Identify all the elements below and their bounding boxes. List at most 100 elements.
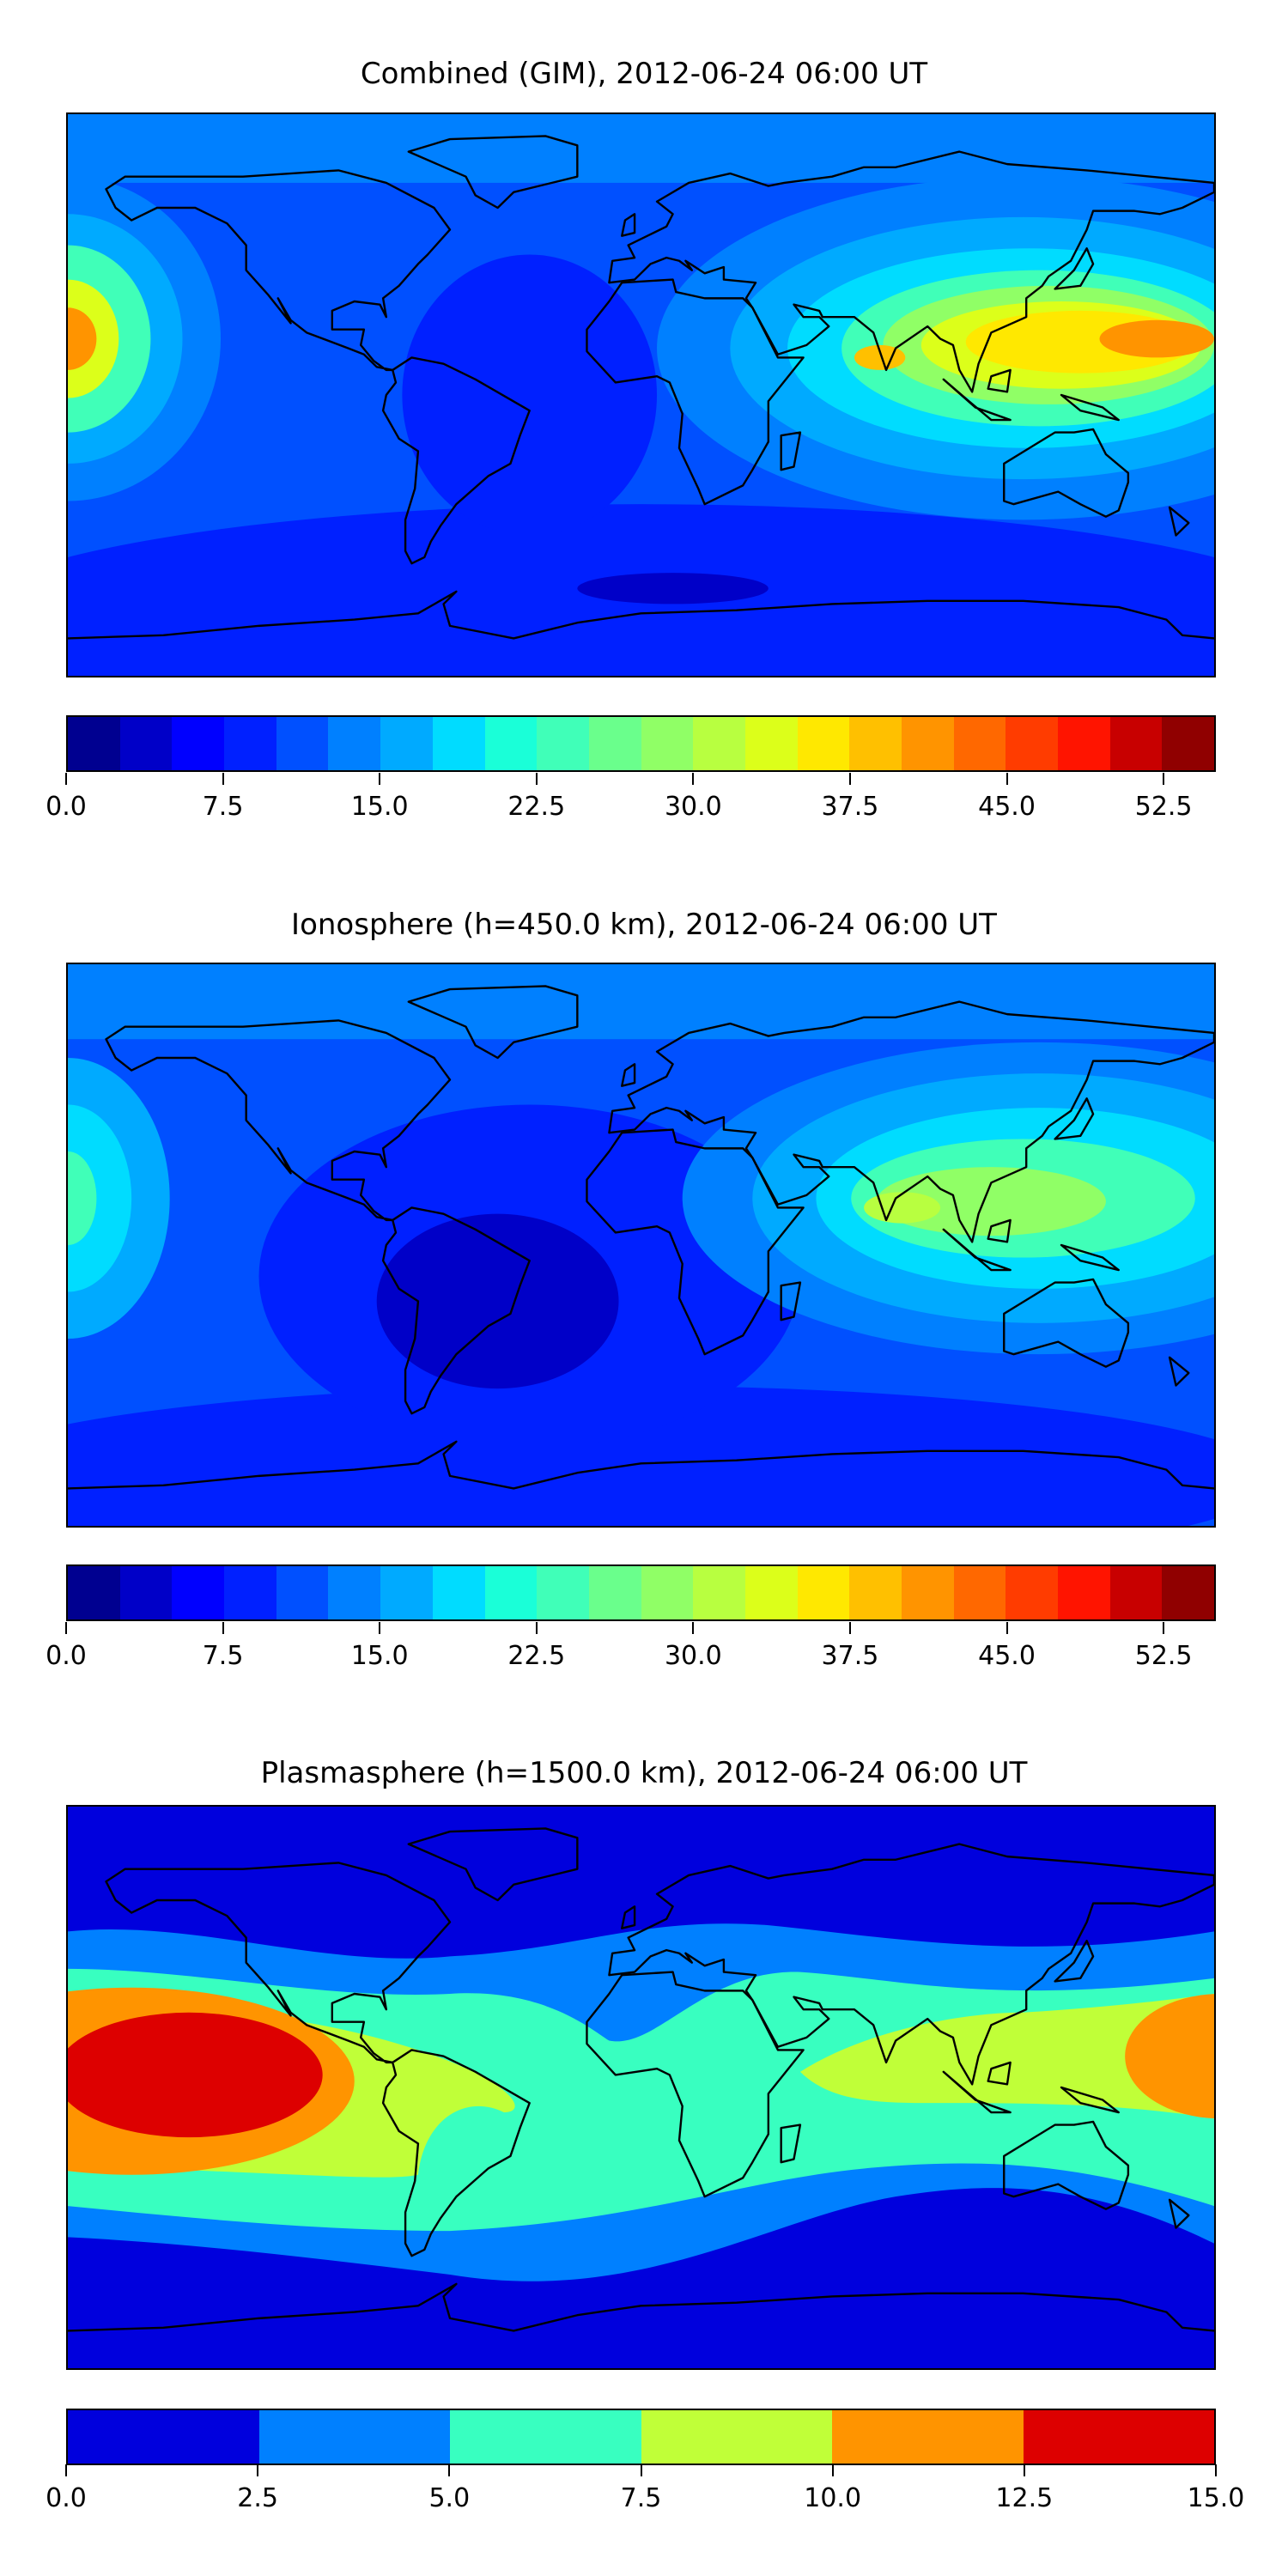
colorbar-tick-label: 52.5 [1134,1641,1193,1671]
contour-band [376,1213,619,1389]
colorbar-tick-mark [640,2464,642,2476]
colorbar-level [902,717,954,770]
colorbar-tick-mark [1163,1622,1165,1634]
colorbar-level [68,717,120,770]
contour-band [68,1104,132,1292]
colorbar-tick-mark [831,2464,834,2476]
colorbar-tick-label: 22.5 [507,792,566,822]
colorbar-level [588,717,641,770]
contour-band [68,307,97,370]
contour-band [864,1192,941,1224]
colorbar-level [450,2410,641,2464]
colorbar-level [1058,717,1110,770]
colorbar-tick-label: 0.0 [46,2483,87,2513]
map-combined [66,112,1216,677]
colorbar-level [432,1566,485,1619]
colorbar-tick-label: 15.0 [1187,2483,1245,2513]
colorbar-tick-label: 7.5 [202,792,244,822]
colorbar-tick-label: 2.5 [237,2483,279,2513]
colorbar-tick-label: 30.0 [664,792,722,822]
colorbar-tick-mark [65,773,67,785]
colorbar-ticks-plasmasphere: 0.0 2.5 5.0 7.5 10.0 12.5 15.0 [46,2464,1244,2516]
colorbar-tick-label: 12.5 [995,2483,1054,2513]
map-plasmasphere [66,1805,1216,2370]
colorbar-level [1005,1566,1059,1619]
colorbar-level [1023,2410,1214,2464]
colorbar-level [693,717,745,770]
contour-band [1125,1994,1214,2119]
colorbar-tick-mark [65,2464,67,2476]
chart-title-ionosphere: Ionosphere (h=450.0 km), 2012-06-24 06:0… [291,908,997,942]
colorbar-level [484,717,538,770]
colorbar-tick-mark [1005,773,1008,785]
colorbar-level [537,717,589,770]
colorbar-level [432,717,485,770]
colorbar-tick-mark [848,773,851,785]
colorbar-level [797,1566,850,1619]
colorbar-level [328,1566,381,1619]
colorbar-tick-mark [257,2464,259,2476]
colorbar-tick-mark [222,1622,224,1634]
map-ionosphere [66,963,1216,1528]
contour-band [68,2012,323,2138]
colorbar-tick-mark [1215,2464,1217,2476]
colorbar-tick-label: 5.0 [428,2483,471,2513]
colorbar-level [849,717,902,770]
contour-band [854,344,906,370]
chart-title-combined: Combined (GIM), 2012-06-24 06:00 UT [360,57,928,91]
colorbar-level [744,1566,798,1619]
colorbar-level [172,1566,225,1619]
contour-band [1099,319,1214,358]
colorbar-level [588,1566,641,1619]
colorbar-level [380,717,433,770]
colorbar-tick-label: 15.0 [350,792,409,822]
colorbar-tick-label: 0.0 [46,792,87,822]
contour-band [799,1994,1214,2119]
colorbar-level [276,717,329,770]
contour-map-combined [68,114,1214,676]
colorbar-level [953,1566,1006,1619]
colorbar-level [537,1566,589,1619]
colorbar-level [832,2410,1024,2464]
colorbar-level [119,1566,173,1619]
colorbar-tick-label: 7.5 [620,2483,662,2513]
colorbar-tick-mark [1163,773,1165,785]
colorbar-tick-mark [848,1622,851,1634]
colorbar-level [328,717,381,770]
colorbar-level [1162,717,1215,770]
colorbar-level [641,717,694,770]
colorbar-level [641,2410,832,2464]
colorbar-tick-label: 0.0 [46,1641,87,1671]
colorbar-level [1109,1566,1163,1619]
colorbar-level [1005,717,1059,770]
colorbar-tick-mark [1023,2464,1025,2476]
colorbar-level [641,1566,694,1619]
colorbar-level [224,1566,276,1619]
contour-band [68,114,1214,183]
contour-band [68,964,1214,1040]
contour-band [577,573,769,605]
contour-map-plasmasphere [68,1807,1214,2368]
colorbar-ticks-ionosphere: 0.0 7.5 15.0 22.5 30.0 37.5 45.0 52.5 [46,1622,1216,1674]
colorbar-level [224,717,276,770]
colorbar-level [849,1566,902,1619]
colorbar-level [68,2410,259,2464]
colorbar-tick-mark [379,1622,381,1634]
colorbar-tick-label: 52.5 [1134,792,1193,822]
colorbar-level [276,1566,329,1619]
colorbar-level [797,717,850,770]
colorbar-level [693,1566,745,1619]
colorbar-level [68,1566,120,1619]
colorbar-combined [66,715,1216,772]
colorbar-tick-label: 30.0 [664,1641,722,1671]
colorbar-level [258,2410,450,2464]
colorbar-level [953,717,1006,770]
colorbar-tick-label: 45.0 [978,792,1036,822]
colorbar-level [484,1566,538,1619]
colorbar-level [1109,717,1163,770]
colorbar-level [1058,1566,1110,1619]
colorbar-level [902,1566,954,1619]
colorbar-level [119,717,173,770]
colorbar-tick-mark [448,2464,451,2476]
colorbar-tick-mark [379,773,381,785]
